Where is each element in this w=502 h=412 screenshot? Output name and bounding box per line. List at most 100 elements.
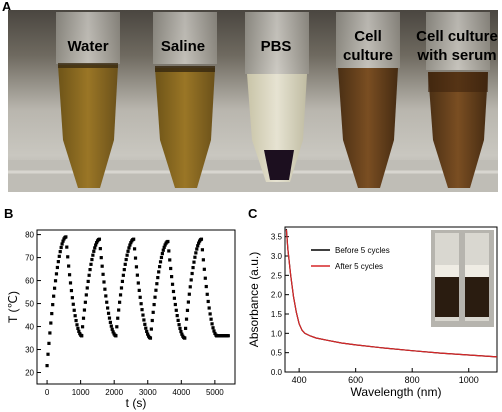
chart-c-xtick-label: 800 xyxy=(405,375,420,385)
chart-b-point xyxy=(136,281,140,285)
chart-c-xtick-label: 600 xyxy=(348,375,363,385)
chart-b-point xyxy=(101,272,105,276)
chart-b-point xyxy=(67,273,72,277)
chart-b-point xyxy=(173,302,177,307)
chart-b-xtick-label: 3000 xyxy=(139,388,157,397)
chart-b-point xyxy=(151,310,155,314)
chart-b-point xyxy=(127,246,131,250)
chart-b-point xyxy=(80,325,85,329)
chart-b-point xyxy=(145,329,149,334)
tube-label-saline: Saline xyxy=(161,38,205,55)
chart-temperature-cycles: 0 1000 2000 3000 4000 5000 20 30 40 50 60 70 80 T (℃… xyxy=(6,229,236,410)
chart-b-point xyxy=(80,334,84,338)
chart-c-ytick-label: 1.5 xyxy=(271,310,283,319)
chart-b-point xyxy=(137,288,141,292)
chart-b-point xyxy=(106,311,111,315)
chart-b-point xyxy=(75,323,79,327)
chart-b-point xyxy=(169,266,173,271)
chart-b-point xyxy=(178,326,182,331)
chart-b-point xyxy=(117,308,121,312)
chart-b-point xyxy=(152,302,156,307)
chart-b-point xyxy=(48,331,52,335)
chart-b-point xyxy=(46,352,50,356)
chart-b-point xyxy=(45,364,49,368)
chart-b-point xyxy=(184,317,189,321)
chart-b-point xyxy=(91,253,95,257)
chart-b-point xyxy=(67,264,71,268)
tube-label-pbs: PBS xyxy=(261,38,292,55)
chart-b-point xyxy=(122,267,126,272)
chart-b-point xyxy=(115,325,119,329)
chart-b-xtick-label: 2000 xyxy=(105,388,123,397)
chart-b-ytick-label: 50 xyxy=(25,300,34,309)
chart-b-point xyxy=(103,287,107,291)
chart-b-point xyxy=(176,318,180,322)
chart-c-ylabel: Absorbance (a.u.) xyxy=(247,252,261,347)
tube-cell-culture xyxy=(336,12,400,188)
chart-b-ytick-label: 20 xyxy=(25,369,34,378)
chart-b-point xyxy=(70,296,74,300)
chart-b-point xyxy=(54,272,59,276)
chart-b-point xyxy=(68,281,73,285)
chart-b-point xyxy=(208,312,212,316)
chart-b-point xyxy=(94,243,98,247)
chart-b-point xyxy=(47,341,51,345)
chart-b-point xyxy=(177,323,181,327)
chart-c-ytick-label: 2.0 xyxy=(271,291,283,300)
chart-b-point xyxy=(52,294,56,298)
chart-b-point xyxy=(211,326,215,330)
chart-b-point xyxy=(116,316,120,320)
chart-b-point xyxy=(139,302,143,306)
tube-cell-culture-serum xyxy=(426,12,490,188)
chart-b-point xyxy=(69,288,74,293)
chart-b-point xyxy=(125,253,129,257)
chart-b-point xyxy=(65,245,69,249)
chart-c-ytick-label: 2.5 xyxy=(271,271,283,280)
chart-b-point xyxy=(97,237,102,241)
chart-absorbance: 400 600 800 1000 0.0 0.5 1.0 1.5 2.0 2.5 3.0 3.5 Be… xyxy=(247,226,498,399)
chart-b-point xyxy=(187,292,191,296)
chart-b-point xyxy=(83,300,87,304)
chart-b-point xyxy=(87,273,91,277)
chart-b-point xyxy=(194,251,198,255)
chart-b-point xyxy=(64,235,68,239)
chart-b-point xyxy=(193,255,197,259)
chart-b-point xyxy=(166,239,170,244)
chart-b-point xyxy=(200,248,205,252)
chart-b-point xyxy=(90,257,94,262)
chart-b-point xyxy=(120,279,125,284)
chart-c-legend-label: After 5 cycles xyxy=(335,262,383,271)
chart-b-point xyxy=(100,264,104,268)
chart-b-point xyxy=(56,260,60,264)
chart-b-ylabel: T (℃) xyxy=(6,291,20,323)
chart-b-point xyxy=(59,245,63,250)
chart-b-point xyxy=(118,300,122,304)
chart-b-point xyxy=(73,314,77,318)
chart-b-point xyxy=(168,258,172,262)
chart-b-point xyxy=(110,327,114,331)
tube-label-serum-line2: with serum xyxy=(416,47,496,64)
chart-b-xtick-label: 4000 xyxy=(172,388,190,397)
chart-b-point xyxy=(121,273,125,277)
chart-b-point xyxy=(142,318,146,322)
chart-b-point xyxy=(109,324,113,328)
chart-b-point xyxy=(149,327,153,331)
chart-b-point xyxy=(212,329,216,333)
tube-water xyxy=(56,12,120,188)
chart-c-ytick-label: 1.0 xyxy=(271,329,283,338)
chart-b-point xyxy=(118,293,123,297)
chart-b-point xyxy=(71,302,75,306)
tube-label-cell-culture-line1: Cell xyxy=(354,28,382,45)
chart-b-point xyxy=(154,288,158,292)
chart-b-point xyxy=(55,265,60,270)
chart-b-point xyxy=(86,279,90,284)
chart-b-ytick-label: 30 xyxy=(25,346,34,355)
chart-b-point xyxy=(158,265,162,269)
chart-b-point xyxy=(111,330,115,334)
chart-b-point xyxy=(210,322,214,326)
chart-b-point xyxy=(129,241,133,245)
chart-b-point xyxy=(155,282,159,286)
chart-b-ytick-label: 70 xyxy=(25,254,34,263)
chart-b-point xyxy=(57,254,61,258)
chart-b-point xyxy=(132,237,136,241)
